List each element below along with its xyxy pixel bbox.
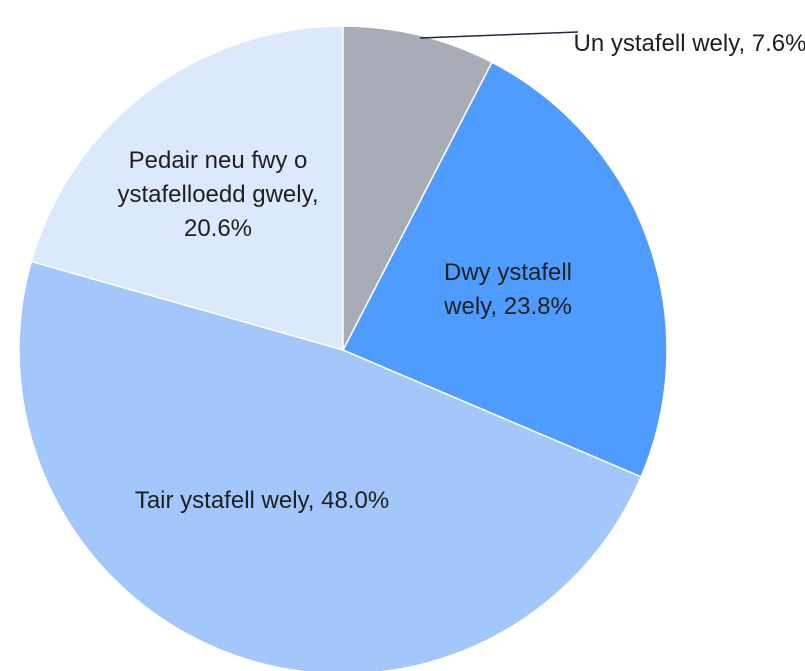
pie-slice xyxy=(18,260,643,671)
category-label: Tair ystafell wely, xyxy=(134,487,315,514)
leader-line xyxy=(419,31,579,39)
slice-label: Un ystafell wely, 7.6% xyxy=(570,27,805,61)
category-label: Un ystafell wely, xyxy=(573,30,746,57)
slice-label: Pedair neu fwy o ystafelloedd gwely, 20.… xyxy=(93,144,343,246)
pie-slice xyxy=(341,61,668,478)
value-label: 48.0% xyxy=(321,487,390,514)
slice-label: Tair ystafell wely, 48.0% xyxy=(132,484,392,518)
value-label: 23.8% xyxy=(503,293,572,320)
slice-label: Dwy ystafell wely, 23.8% xyxy=(421,256,596,324)
pie-slice xyxy=(30,25,344,351)
value-label: 20.6% xyxy=(183,215,253,242)
category-label: Pedair neu fwy o ystafelloedd gwely, xyxy=(117,147,319,208)
value-label: 7.6% xyxy=(751,30,805,57)
category-label: Dwy ystafell wely, xyxy=(443,259,573,320)
pie-slice xyxy=(342,25,493,351)
